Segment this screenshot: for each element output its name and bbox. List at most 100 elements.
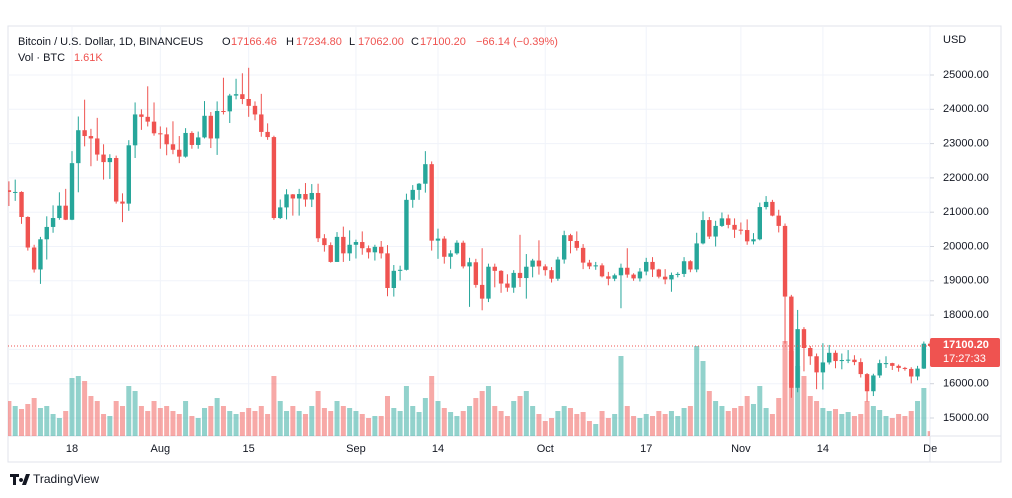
candle-body	[378, 246, 384, 254]
x-tick-label: 14	[432, 443, 444, 455]
candle-body	[776, 215, 781, 226]
y-tick-label: 20000.00	[943, 240, 989, 252]
candle-body	[278, 207, 283, 219]
candle-body	[656, 269, 662, 277]
candle-body	[76, 130, 81, 164]
candle-body	[31, 247, 37, 270]
candle-body	[713, 225, 718, 237]
brand-logo[interactable]: TradingView	[10, 472, 99, 486]
candle-body	[410, 189, 415, 200]
volume-bar	[176, 414, 182, 436]
candle-body	[214, 111, 220, 139]
ohlc-value: 17100.20	[420, 36, 466, 48]
volume-bar	[19, 409, 25, 436]
countdown: 17:27:33	[943, 353, 986, 365]
volume-bar	[69, 378, 75, 436]
y-tick-label: 19000.00	[943, 275, 989, 287]
y-tick-label: 22000.00	[943, 172, 989, 184]
volume-bar	[757, 386, 763, 436]
candle-body	[694, 243, 699, 270]
candle-body	[353, 242, 359, 245]
candle-body	[845, 359, 851, 361]
candle-body	[145, 116, 150, 122]
volume-bar	[454, 416, 460, 436]
candle-body	[360, 242, 365, 249]
last-price-label: 17100.20	[943, 339, 989, 351]
candle-body	[726, 218, 731, 225]
candle-body	[593, 265, 598, 267]
candle-body	[890, 363, 895, 366]
candle-body	[177, 149, 182, 157]
volume-bar	[706, 391, 712, 436]
candle-body	[574, 241, 579, 248]
candle-body	[113, 157, 119, 202]
volume-bar	[599, 411, 605, 436]
volume-bar	[8, 401, 12, 436]
candle-body	[227, 95, 232, 112]
candle-body	[82, 130, 87, 137]
volume-bar	[284, 411, 290, 436]
legend[interactable]: Bitcoin / U.S. Dollar, 1D, BINANCEUS O 1…	[18, 36, 558, 64]
volume-bar	[921, 388, 927, 436]
candle-body	[580, 247, 586, 263]
volume-bar	[113, 401, 119, 436]
last-price-box	[930, 337, 1000, 367]
candle-body	[221, 111, 226, 113]
candle-body	[404, 199, 409, 270]
symbol-title[interactable]: Bitcoin / U.S. Dollar, 1D, BINANCEUS	[18, 36, 203, 48]
volume-bar	[662, 414, 668, 436]
x-tick-label: 14	[817, 443, 829, 455]
volume-bar	[574, 414, 580, 436]
candle-body	[341, 236, 346, 254]
volume-bar	[271, 376, 277, 436]
volume-bar	[593, 424, 599, 436]
candle-body	[170, 144, 176, 150]
volume-bar	[656, 411, 662, 436]
volume-bar	[776, 398, 782, 436]
volume-bar	[744, 396, 750, 436]
change: −66.14 (−0.39%)	[476, 36, 558, 48]
volume-bar	[858, 414, 864, 436]
candle-body	[599, 265, 605, 277]
candle-body	[461, 242, 466, 267]
volume-bar	[290, 406, 296, 436]
volume-bar	[700, 361, 706, 436]
volume-bar	[252, 411, 258, 436]
candle-body	[296, 194, 302, 199]
volume-bar	[561, 406, 567, 436]
x-tick-label: Aug	[151, 443, 171, 455]
candle-body	[833, 352, 838, 362]
volume-bar	[713, 401, 719, 436]
candle-body	[246, 99, 251, 106]
candle-body	[240, 94, 245, 100]
candle-body	[44, 226, 49, 240]
candle-body	[233, 94, 239, 96]
candle-body	[486, 266, 491, 299]
volume-bar	[807, 396, 813, 436]
candle-body	[139, 114, 144, 117]
candle-body	[391, 270, 397, 288]
candle-body	[25, 216, 31, 248]
volume-bar	[170, 411, 176, 436]
ohlc-key: L	[349, 36, 355, 48]
volume-bar	[107, 416, 113, 436]
volume-bar	[296, 411, 302, 436]
candle-body	[517, 272, 523, 279]
brand-name[interactable]: TradingView	[33, 472, 99, 486]
candle-body	[50, 218, 56, 227]
candle-body	[530, 260, 535, 267]
candle-body	[732, 224, 737, 230]
ohlc-key: C	[411, 36, 419, 48]
candle-body	[839, 360, 845, 362]
volume-bar	[366, 418, 372, 436]
x-tick-label: 17	[640, 443, 652, 455]
candle-body	[385, 253, 390, 288]
volume-bar	[44, 406, 50, 436]
volume-bar	[549, 418, 555, 436]
x-tick-label: Oct	[537, 443, 554, 455]
candle-body	[126, 145, 131, 204]
volume-bar	[694, 346, 700, 436]
volume-bar	[63, 411, 69, 436]
candle-body	[902, 367, 908, 369]
